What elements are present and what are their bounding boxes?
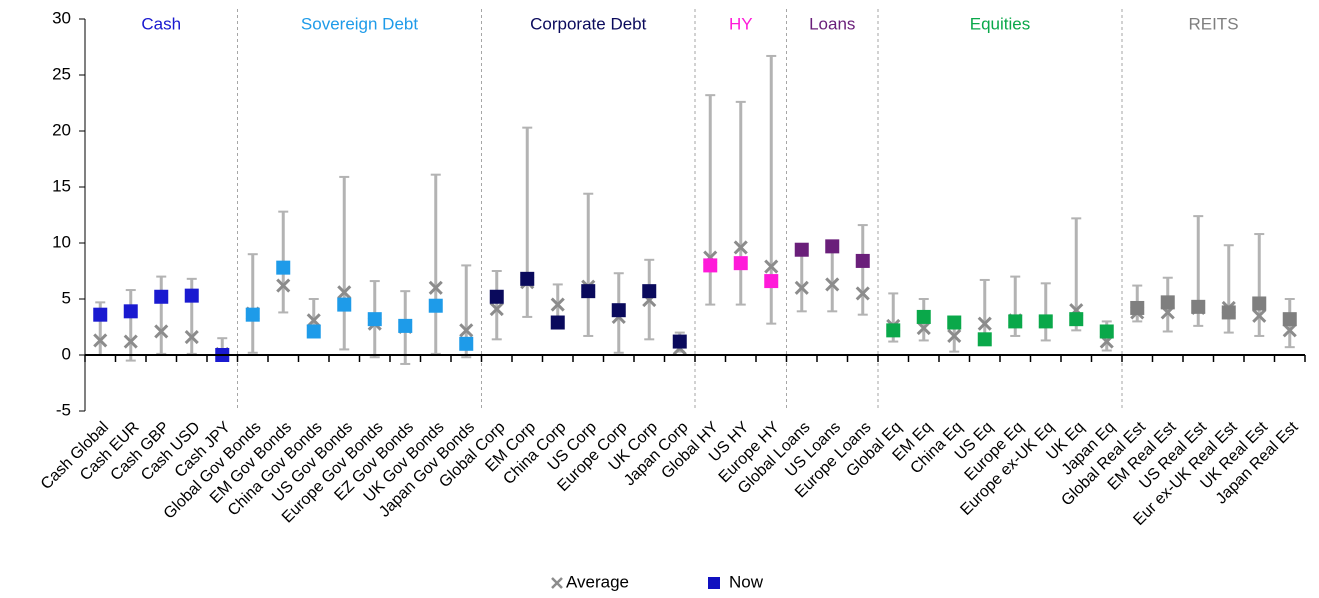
now-marker <box>550 315 565 330</box>
group-label: REITS <box>1188 14 1238 33</box>
average-marker <box>337 285 352 300</box>
y-tick-label: 30 <box>52 8 71 27</box>
now-marker <box>93 307 108 322</box>
average-marker <box>947 328 962 344</box>
group-label: Cash <box>141 14 181 33</box>
now-marker <box>367 312 382 327</box>
average-marker <box>1282 323 1297 338</box>
now-marker <box>947 315 962 330</box>
group-label: HY <box>729 14 753 33</box>
now-marker <box>1160 295 1175 310</box>
now-marker <box>398 318 413 333</box>
now-marker <box>459 336 474 351</box>
average-marker <box>916 321 931 336</box>
now-marker <box>764 274 779 289</box>
now-marker <box>428 298 443 313</box>
now-marker <box>1099 324 1114 339</box>
now-marker <box>1008 314 1023 329</box>
now-marker <box>825 239 840 254</box>
now-marker <box>337 297 352 312</box>
y-tick-label: -5 <box>56 400 71 419</box>
now-marker <box>154 289 169 304</box>
average-marker <box>459 323 474 338</box>
now-marker <box>1221 305 1236 320</box>
now-marker <box>1130 300 1145 315</box>
now-marker <box>276 260 291 275</box>
now-marker <box>794 242 809 257</box>
group-label: Sovereign Debt <box>301 14 418 33</box>
average-marker <box>764 259 779 274</box>
now-marker <box>855 253 870 268</box>
group-label: Loans <box>809 14 855 33</box>
now-marker <box>733 256 748 271</box>
y-tick-label: 0 <box>62 344 71 363</box>
now-marker <box>611 303 626 318</box>
average-marker <box>794 280 809 295</box>
now-marker <box>123 304 138 319</box>
average-marker <box>306 313 321 328</box>
average-marker <box>93 333 108 348</box>
now-marker <box>1069 312 1084 327</box>
legend-label: Now <box>729 572 764 591</box>
now-marker <box>520 271 535 286</box>
y-tick-label: 15 <box>52 176 71 195</box>
average-marker <box>825 277 840 292</box>
average-marker <box>154 324 169 339</box>
now-marker <box>977 332 992 347</box>
group-label: Equities <box>970 14 1030 33</box>
y-tick-label: 10 <box>52 232 71 251</box>
now-marker <box>1038 314 1053 329</box>
now-marker <box>184 288 199 303</box>
average-marker <box>123 334 138 349</box>
now-marker <box>245 307 260 322</box>
now-marker <box>642 284 657 299</box>
now-marker <box>886 323 901 338</box>
average-marker <box>550 297 565 312</box>
now-marker <box>916 309 931 324</box>
average-marker <box>184 330 199 345</box>
y-tick-label: 20 <box>52 120 71 139</box>
now-marker <box>703 258 718 273</box>
legend-label: Average <box>566 572 629 591</box>
now-marker <box>672 334 687 349</box>
average-marker <box>977 316 992 331</box>
group-label: Corporate Debt <box>530 14 647 33</box>
average-marker <box>733 240 748 255</box>
now-marker <box>306 324 321 339</box>
y-tick-label: 25 <box>52 64 71 83</box>
now-marker <box>1282 312 1297 327</box>
now-marker <box>581 284 596 299</box>
average-marker <box>428 280 443 295</box>
legend-average-marker <box>551 577 563 589</box>
average-marker <box>276 278 291 293</box>
average-marker <box>489 302 504 317</box>
legend-now-marker <box>708 577 720 589</box>
average-marker <box>1252 308 1267 323</box>
now-marker <box>1252 296 1267 311</box>
y-tick-label: 5 <box>62 288 71 307</box>
now-marker <box>489 289 504 304</box>
average-marker <box>855 286 870 301</box>
now-marker <box>1191 299 1206 314</box>
